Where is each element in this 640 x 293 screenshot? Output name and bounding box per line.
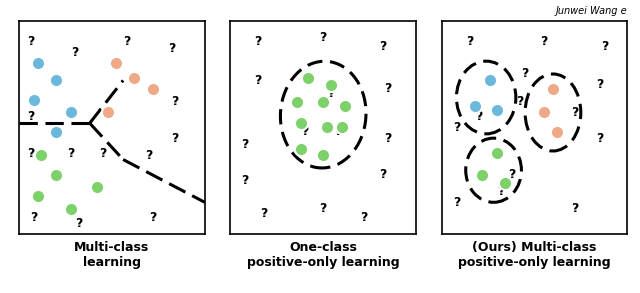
Point [484,78,495,83]
Text: ?: ? [255,74,262,87]
Point [66,206,76,211]
Point [292,99,302,104]
Text: ?: ? [452,121,460,134]
Point [103,110,113,115]
Point [318,153,328,158]
Text: ?: ? [452,196,460,209]
Text: ?: ? [67,146,75,160]
Text: ?: ? [379,168,387,181]
Text: ?: ? [27,35,34,48]
Text: ?: ? [522,67,529,81]
Text: ?: ? [475,110,483,123]
Point [337,125,347,130]
Text: ?: ? [508,168,516,181]
Text: Junwei Wang e: Junwei Wang e [556,6,627,16]
Text: ?: ? [601,40,609,53]
Text: ?: ? [360,211,368,224]
Text: ?: ? [172,95,179,108]
X-axis label: Multi-class
learning: Multi-class learning [74,241,150,269]
Text: ?: ? [168,42,175,55]
Text: ?: ? [327,87,334,100]
Text: ?: ? [149,211,157,224]
Point [326,82,336,87]
Text: ?: ? [572,202,579,215]
Text: ?: ? [30,211,38,224]
Text: ?: ? [385,82,392,96]
Text: ?: ? [540,35,547,48]
Point [318,99,328,104]
Point [36,153,47,158]
Text: ?: ? [241,174,249,188]
X-axis label: (Ours) Multi-class
positive-only learning: (Ours) Multi-class positive-only learnin… [458,241,611,269]
Text: ?: ? [27,110,34,123]
Text: ?: ? [75,217,83,230]
Point [111,61,121,66]
Text: ?: ? [301,125,308,138]
Point [552,130,562,134]
Point [303,76,314,81]
Point [548,87,558,91]
Text: ?: ? [596,78,603,91]
Point [500,181,510,185]
Text: ?: ? [27,146,34,160]
Point [492,108,502,113]
Point [51,172,61,177]
Text: ?: ? [71,46,79,59]
Point [296,146,306,151]
Text: ?: ? [385,132,392,145]
Point [51,130,61,134]
Text: ?: ? [255,35,262,48]
Point [29,97,39,102]
Text: ?: ? [497,185,505,198]
Point [470,104,480,108]
Point [340,104,351,108]
Text: ?: ? [319,31,327,44]
Text: ?: ? [516,95,524,108]
Point [539,110,549,115]
Text: ?: ? [145,149,153,162]
Point [148,87,158,91]
Text: ?: ? [99,146,106,160]
Point [296,121,306,125]
Text: ?: ? [319,202,327,215]
Text: ?: ? [260,207,268,219]
Point [322,125,332,130]
Text: ?: ? [172,132,179,145]
Point [129,76,140,81]
Point [477,172,488,177]
Point [33,61,43,66]
Text: ?: ? [572,106,579,119]
X-axis label: One-class
positive-only learning: One-class positive-only learning [247,241,399,269]
Text: ?: ? [334,125,342,138]
Text: ?: ? [123,35,131,48]
Text: ?: ? [241,138,249,151]
Point [33,194,43,198]
Text: ?: ? [466,35,473,48]
Text: ?: ? [596,132,603,145]
Point [92,185,102,190]
Point [492,151,502,156]
Point [51,78,61,83]
Point [66,110,76,115]
Text: ?: ? [379,40,387,53]
